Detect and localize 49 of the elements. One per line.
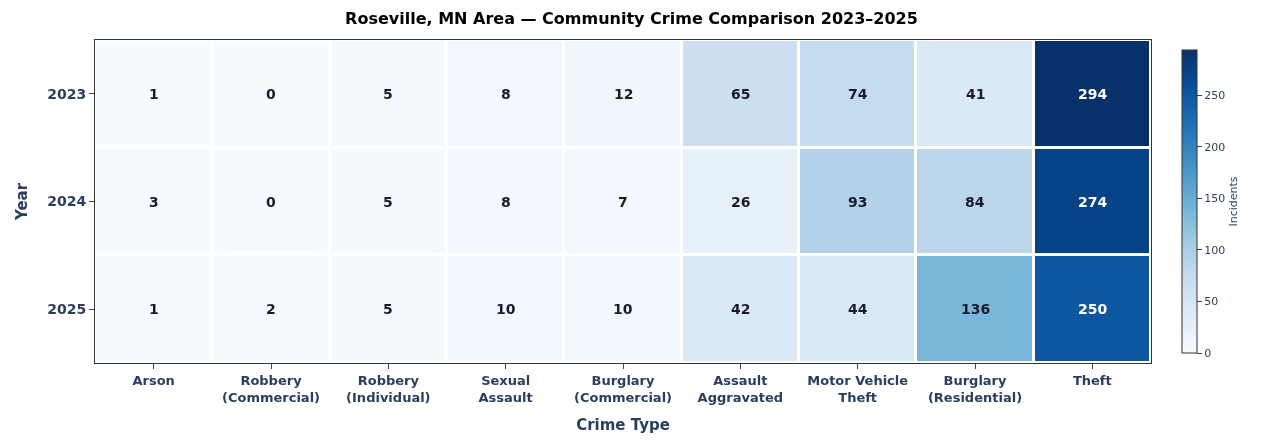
y-axis-title: Year [13, 182, 32, 222]
data-label: 26 [731, 194, 751, 210]
data-label: 8 [501, 194, 511, 210]
data-label: 2 [266, 301, 276, 317]
x-tick-label: Robbery (Individual) [346, 372, 431, 405]
data-label: 10 [613, 301, 633, 317]
data-label: 5 [383, 86, 393, 102]
color-bar-label: 250 [1204, 89, 1226, 103]
data-label: 8 [501, 86, 511, 102]
data-label: 0 [266, 86, 276, 102]
chart-title: Roseville, MN Area — Community Crime Comparison 2023–2025 [345, 9, 918, 29]
x-tick-label: Sexual Assault [478, 372, 533, 405]
x-tick-label: Arson [132, 372, 175, 388]
x-tick-label: Motor Vehicle Theft [807, 372, 909, 405]
data-label: 294 [1078, 86, 1108, 102]
data-label: 44 [848, 301, 868, 317]
x-tick-label: Assault Aggravated [697, 372, 784, 405]
data-label: 42 [731, 301, 751, 317]
data-label: 74 [848, 86, 868, 102]
data-label: 41 [966, 86, 986, 102]
color-bar-title: Incidents [1227, 176, 1241, 227]
data-label: 136 [961, 301, 991, 317]
data-label: 5 [383, 194, 393, 210]
x-tick-label: Theft [1072, 372, 1112, 388]
data-label: 12 [614, 86, 634, 102]
x-axis-title: Crime Type [576, 415, 670, 434]
x-tick-label: Robbery (Commercial) [221, 372, 321, 405]
data-label: 5 [383, 301, 393, 317]
data-label: 1 [149, 301, 159, 317]
y-tick-label: 2023 [47, 85, 87, 102]
y-tick-label: 2025 [47, 301, 87, 318]
y-tick-label: 2024 [47, 193, 87, 210]
data-label: 10 [496, 301, 516, 317]
data-label: 84 [965, 194, 985, 210]
color-bar-label: 200 [1204, 140, 1226, 154]
color-bar-label: 50 [1204, 295, 1219, 309]
data-label: 0 [266, 194, 276, 210]
x-tick-label: Burglary (Residential) [927, 372, 1023, 405]
data-label: 7 [618, 194, 628, 210]
color-bar-label: 0 [1204, 346, 1212, 360]
data-label: 250 [1078, 301, 1108, 317]
color-bar-label: 150 [1204, 192, 1226, 206]
color-bar-label: 100 [1204, 243, 1226, 257]
x-tick-label: Burglary (Commercial) [573, 372, 673, 405]
data-label: 274 [1078, 194, 1108, 210]
data-label: 1 [149, 86, 159, 102]
data-label: 65 [731, 86, 751, 102]
data-label: 93 [848, 194, 868, 210]
data-label: 3 [149, 194, 159, 210]
